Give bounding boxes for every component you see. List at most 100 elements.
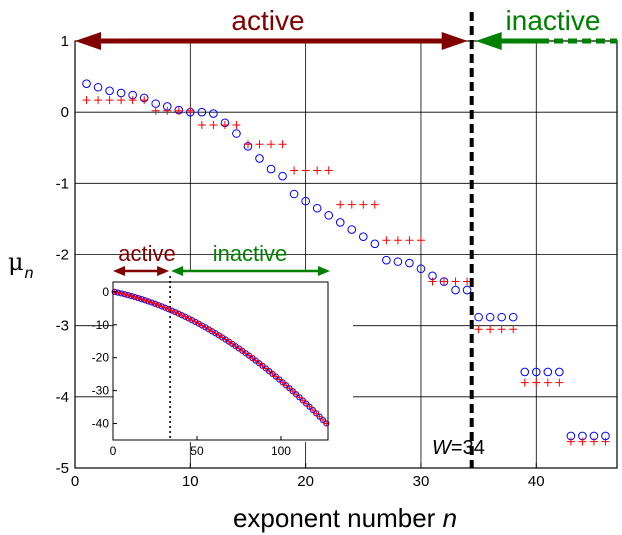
data-point-plus <box>520 378 529 387</box>
data-point-plus <box>255 140 264 149</box>
inset-point-plus <box>232 343 239 350</box>
data-point-plus <box>382 236 391 245</box>
main-inactive-arrow-head <box>475 32 502 50</box>
data-point-plus <box>151 106 160 115</box>
data-point-circle <box>151 99 161 108</box>
inset-point-plus <box>125 292 132 299</box>
inset-y-tick-label: -20 <box>92 351 110 365</box>
inset-point-plus <box>225 338 232 345</box>
x-tick-label: 20 <box>297 473 314 490</box>
main-active-arrow-head-right <box>441 32 468 50</box>
inset-point-plus <box>239 347 246 354</box>
data-point-plus <box>174 106 183 115</box>
inset-point-plus <box>138 296 145 303</box>
y-tick-label: -3 <box>56 318 69 335</box>
inset-point-plus <box>141 297 148 304</box>
inset-point-plus <box>192 318 199 325</box>
inset-point-plus <box>249 355 256 362</box>
inset-points <box>111 276 330 440</box>
inset-point-plus <box>175 310 182 317</box>
inset-point-plus <box>178 312 185 319</box>
data-point-plus <box>440 277 449 286</box>
inset-point-plus <box>252 357 259 364</box>
data-point-plus <box>140 96 149 105</box>
data-point-circle <box>382 255 391 265</box>
data-point-plus <box>82 96 91 105</box>
data-point-circle <box>543 367 553 377</box>
inset-inactive-arrow-head-right <box>318 266 330 276</box>
data-point-plus <box>94 96 103 105</box>
data-point-circle <box>324 211 334 220</box>
inset-point-plus <box>303 400 310 407</box>
data-point-circle <box>555 367 564 377</box>
data-point-plus <box>324 166 333 175</box>
data-point-circle <box>301 196 310 206</box>
data-point-plus <box>359 200 368 209</box>
data-point-circle <box>197 107 207 117</box>
main-active-label: active <box>231 5 304 36</box>
inset-inactive-label: inactive <box>213 241 288 266</box>
inset-point-plus <box>222 336 229 343</box>
data-point-circle <box>462 285 472 295</box>
inset-point-plus <box>115 289 122 296</box>
annotations <box>75 12 617 468</box>
data-point-plus <box>197 120 206 129</box>
inset-x-tick-label: 50 <box>190 444 204 458</box>
inset-point-plus <box>145 298 152 305</box>
data-point-circle <box>497 312 506 322</box>
data-point-circle <box>451 285 460 295</box>
inset-point-plus <box>188 317 195 324</box>
data-point-plus <box>370 200 379 209</box>
data-point-plus <box>290 166 299 175</box>
x-tick-label: 30 <box>413 473 430 490</box>
x-tick-label: 10 <box>182 473 199 490</box>
inset-point-plus <box>131 294 138 301</box>
data-point-circle <box>393 257 403 266</box>
data-point-circle <box>370 239 380 249</box>
data-point-circle <box>255 154 264 163</box>
data-point-circle <box>405 258 414 268</box>
data-point-plus <box>105 96 114 105</box>
data-point-plus <box>186 106 195 115</box>
inset-point-plus <box>246 352 253 359</box>
data-point-circle <box>266 164 276 174</box>
inset-point-plus <box>272 373 279 380</box>
inset-active-arrow-head-right <box>157 266 170 276</box>
data-point-circle <box>289 189 299 199</box>
inset-point-plus <box>296 394 303 401</box>
inset-active-label: active <box>118 241 175 266</box>
inset-point-plus <box>279 379 286 386</box>
inset-background <box>113 270 353 442</box>
inset-point-plus <box>151 300 158 307</box>
inset-point-plus <box>158 303 165 310</box>
inset-point-plus <box>212 330 219 337</box>
data-point-plus <box>428 277 437 286</box>
data-point-plus <box>209 120 218 129</box>
data-point-circle <box>116 88 126 98</box>
inset-point-plus <box>209 328 216 335</box>
data-point-circle <box>347 225 357 234</box>
data-point-plus <box>232 120 241 129</box>
data-point-plus <box>509 325 518 334</box>
data-point-plus <box>555 378 564 387</box>
inset-point-plus <box>172 309 179 316</box>
inset-x-tick-label: 0 <box>110 444 117 458</box>
inset-point-plus <box>202 324 209 331</box>
inset-point-plus <box>229 340 236 347</box>
inset-active-arrow-head-left <box>113 266 125 276</box>
data-point-plus <box>313 166 322 175</box>
data-point-plus <box>278 140 287 149</box>
inset-point-plus <box>199 322 206 329</box>
data-point-plus <box>220 120 229 129</box>
data-point-plus <box>566 437 575 446</box>
inset-plot-frame <box>112 281 329 441</box>
inset-ticks: 0 50 100 0 -10 -20 -30 -40 <box>92 285 292 458</box>
x-axis-label: exponent number n <box>233 503 457 533</box>
main-active-arrow-head-left <box>75 32 101 50</box>
inset-point-plus <box>182 313 189 320</box>
inset-point-plus <box>283 382 290 389</box>
inset-point-plus <box>165 306 172 313</box>
data-point-plus <box>589 437 598 446</box>
inset-point-plus <box>195 320 202 327</box>
